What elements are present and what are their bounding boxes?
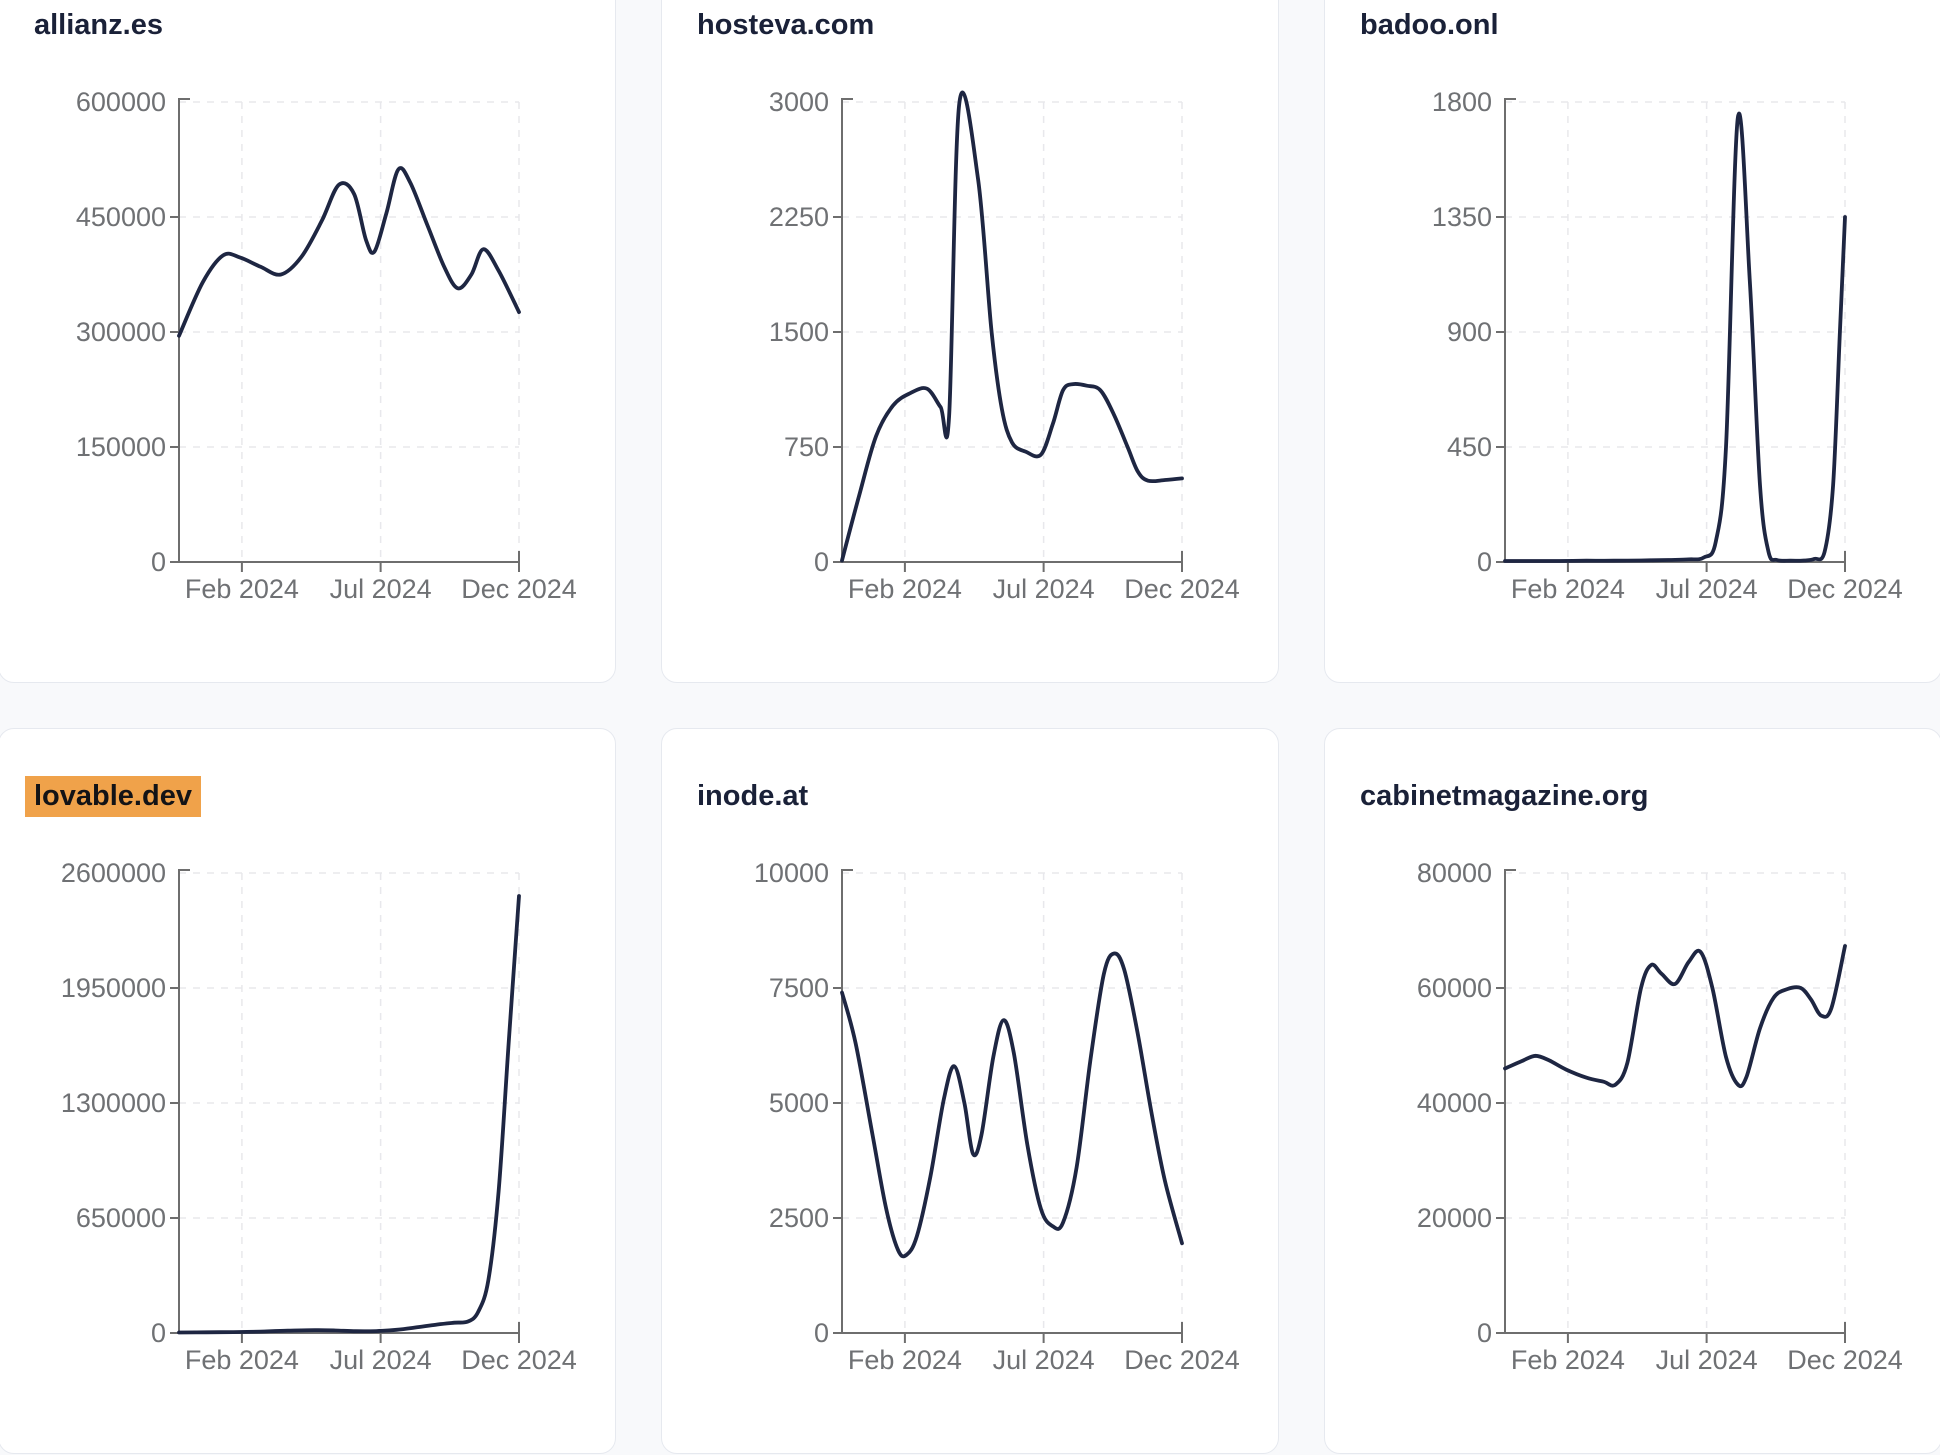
x-tick-label: Feb 2024 — [185, 1345, 299, 1375]
x-tick-label: Jul 2024 — [993, 574, 1095, 604]
series-line — [1503, 111, 1847, 563]
y-tick-label: 1350 — [1432, 202, 1492, 232]
line-chart-hosteva-com[interactable]: 0 750 1500 2250 3000 Feb 2024 Jul 2024 Dec 2024 — [662, 0, 1280, 684]
axes — [1504, 869, 1846, 1334]
y-tick-label: 7500 — [769, 973, 829, 1003]
x-tick-label: Feb 2024 — [185, 574, 299, 604]
chart-card-lovable-dev: lovable.dev 0 650000 1300000 1950000 2600000 F… — [0, 728, 616, 1454]
chart-title-allianz-es: allianz.es — [34, 9, 163, 41]
chart-card-allianz-es: allianz.es 0 150000 300000 450000 600000 Feb 2… — [0, 0, 616, 683]
x-tick-label: Dec 2024 — [1787, 574, 1903, 604]
y-tick-label: 0 — [151, 1318, 166, 1348]
y-tick-label: 300000 — [76, 317, 166, 347]
axes — [178, 869, 520, 1334]
y-tick-label: 450000 — [76, 202, 166, 232]
line-chart-cabinetmagazine-org[interactable]: 0 20000 40000 60000 80000 Feb 2024 Jul 2024 Dec… — [1325, 729, 1940, 1455]
x-tick-label: Jul 2024 — [1656, 574, 1758, 604]
axes — [178, 98, 520, 563]
x-tick-label: Jul 2024 — [1656, 1345, 1758, 1375]
y-tick-label: 20000 — [1417, 1203, 1492, 1233]
y-tick-label: 0 — [1477, 547, 1492, 577]
y-tick-label: 0 — [814, 547, 829, 577]
axes — [841, 869, 1183, 1334]
chart-title-cabinetmagazine-org: cabinetmagazine.org — [1360, 780, 1649, 812]
x-tick-label: Jul 2024 — [330, 1345, 432, 1375]
series-line — [840, 951, 1184, 1259]
highlighted-chart-title: lovable.dev — [25, 776, 201, 817]
y-tick-label: 1800 — [1432, 87, 1492, 117]
x-tick-label: Dec 2024 — [461, 574, 577, 604]
y-tick-label: 60000 — [1417, 973, 1492, 1003]
y-tick-label: 2250 — [769, 202, 829, 232]
y-tick-label: 10000 — [754, 858, 829, 888]
x-tick-label: Feb 2024 — [1511, 574, 1625, 604]
x-tick-label: Jul 2024 — [330, 574, 432, 604]
x-tick-label: Dec 2024 — [1124, 1345, 1240, 1375]
line-chart-lovable-dev[interactable]: 0 650000 1300000 1950000 2600000 Feb 2024 Jul … — [0, 729, 617, 1455]
y-tick-label: 0 — [151, 547, 166, 577]
chart-title-inode-at: inode.at — [697, 780, 809, 812]
y-tick-label: 2600000 — [61, 858, 166, 888]
chart-card-hosteva-com: hosteva.com 0 750 1500 2250 3000 Feb 2024 Jul 2… — [661, 0, 1279, 683]
y-tick-label: 750 — [784, 432, 829, 462]
y-tick-label: 5000 — [769, 1088, 829, 1118]
y-tick-label: 2500 — [769, 1203, 829, 1233]
line-chart-badoo-onl[interactable]: 0 450 900 1350 1800 Feb 2024 Jul 2024 Dec 2024 — [1325, 0, 1940, 684]
x-tick-label: Feb 2024 — [848, 1345, 962, 1375]
chart-title-badoo-onl: badoo.onl — [1360, 9, 1499, 41]
x-tick-label: Feb 2024 — [848, 574, 962, 604]
series-line — [177, 894, 521, 1335]
y-tick-label: 1500 — [769, 317, 829, 347]
chart-title-hosteva-com: hosteva.com — [697, 9, 875, 41]
axes — [1504, 98, 1846, 563]
x-tick-label: Jul 2024 — [993, 1345, 1095, 1375]
chart-title-lovable-dev: lovable.dev — [25, 776, 201, 817]
line-chart-inode-at[interactable]: 0 2500 5000 7500 10000 Feb 2024 Jul 2024 Dec 20… — [662, 729, 1280, 1455]
y-tick-label: 80000 — [1417, 858, 1492, 888]
x-tick-label: Dec 2024 — [461, 1345, 577, 1375]
y-tick-label: 900 — [1447, 317, 1492, 347]
x-tick-label: Dec 2024 — [1787, 1345, 1903, 1375]
series-line — [840, 90, 1184, 563]
chart-card-badoo-onl: badoo.onl 0 450 900 1350 1800 Feb 2024 Jul 2024… — [1324, 0, 1940, 683]
y-tick-label: 450 — [1447, 432, 1492, 462]
series-line — [1503, 944, 1847, 1089]
y-tick-label: 1300000 — [61, 1088, 166, 1118]
x-tick-label: Feb 2024 — [1511, 1345, 1625, 1375]
series-line — [177, 166, 521, 338]
y-tick-label: 150000 — [76, 432, 166, 462]
y-tick-label: 600000 — [76, 87, 166, 117]
y-tick-label: 3000 — [769, 87, 829, 117]
y-tick-label: 0 — [1477, 1318, 1492, 1348]
y-tick-label: 0 — [814, 1318, 829, 1348]
y-tick-label: 1950000 — [61, 973, 166, 1003]
axes — [841, 98, 1183, 563]
chart-card-inode-at: inode.at 0 2500 5000 7500 10000 Feb 2024 Jul 20… — [661, 728, 1279, 1454]
line-chart-allianz-es[interactable]: 0 150000 300000 450000 600000 Feb 2024 Jul 202… — [0, 0, 617, 684]
y-tick-label: 650000 — [76, 1203, 166, 1233]
chart-card-cabinetmagazine-org: cabinetmagazine.org 0 20000 40000 60000 80000… — [1324, 728, 1940, 1454]
y-tick-label: 40000 — [1417, 1088, 1492, 1118]
x-tick-label: Dec 2024 — [1124, 574, 1240, 604]
